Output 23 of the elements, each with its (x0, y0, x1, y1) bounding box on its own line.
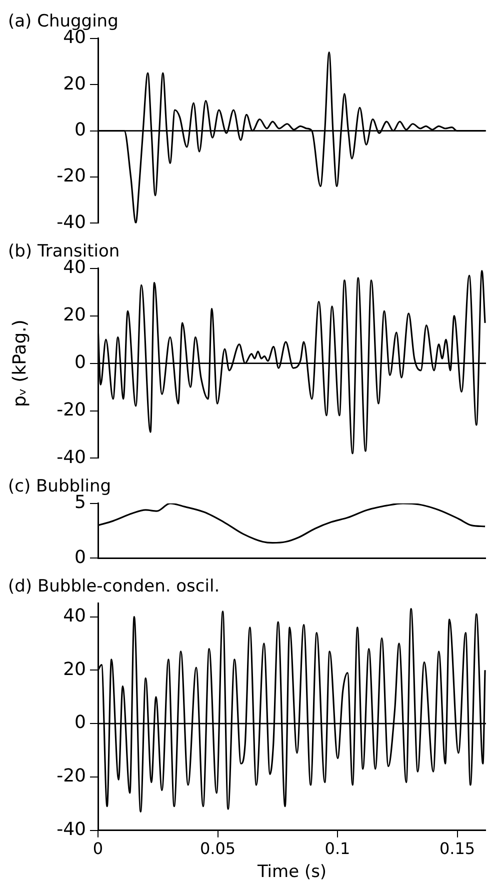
y-tick-label: 40 (63, 257, 86, 278)
y-tick-label: 0 (74, 119, 86, 140)
y-axis-title: pᵥ (kPag.) (9, 320, 30, 407)
y-tick-label: 20 (63, 73, 86, 94)
y-tick-label: -20 (56, 166, 86, 187)
x-tick-label: 0.05 (200, 839, 236, 858)
y-tick-label: -20 (56, 399, 86, 420)
y-tick-label: -40 (56, 212, 86, 233)
y-tick-label: -20 (56, 766, 86, 787)
x-axis-title: Time (s) (256, 862, 327, 882)
y-tick-label: 0 (74, 712, 86, 734)
x-tick-label: 0 (92, 839, 104, 858)
x-tick-label: 0.1 (324, 839, 350, 858)
y-tick-label: 0 (74, 546, 86, 568)
y-tick-label: 20 (63, 304, 86, 326)
y-tick-label: 40 (63, 605, 86, 626)
chart-title: (d) Bubble-conden. oscil. (8, 576, 220, 597)
y-tick-label: -40 (56, 446, 86, 468)
y-tick-label: 20 (63, 658, 86, 680)
y-tick-label: 0 (74, 352, 86, 373)
y-tick-label: -40 (56, 819, 86, 840)
y-tick-label: 5 (74, 492, 86, 514)
x-tick-label: 0.15 (439, 839, 476, 858)
